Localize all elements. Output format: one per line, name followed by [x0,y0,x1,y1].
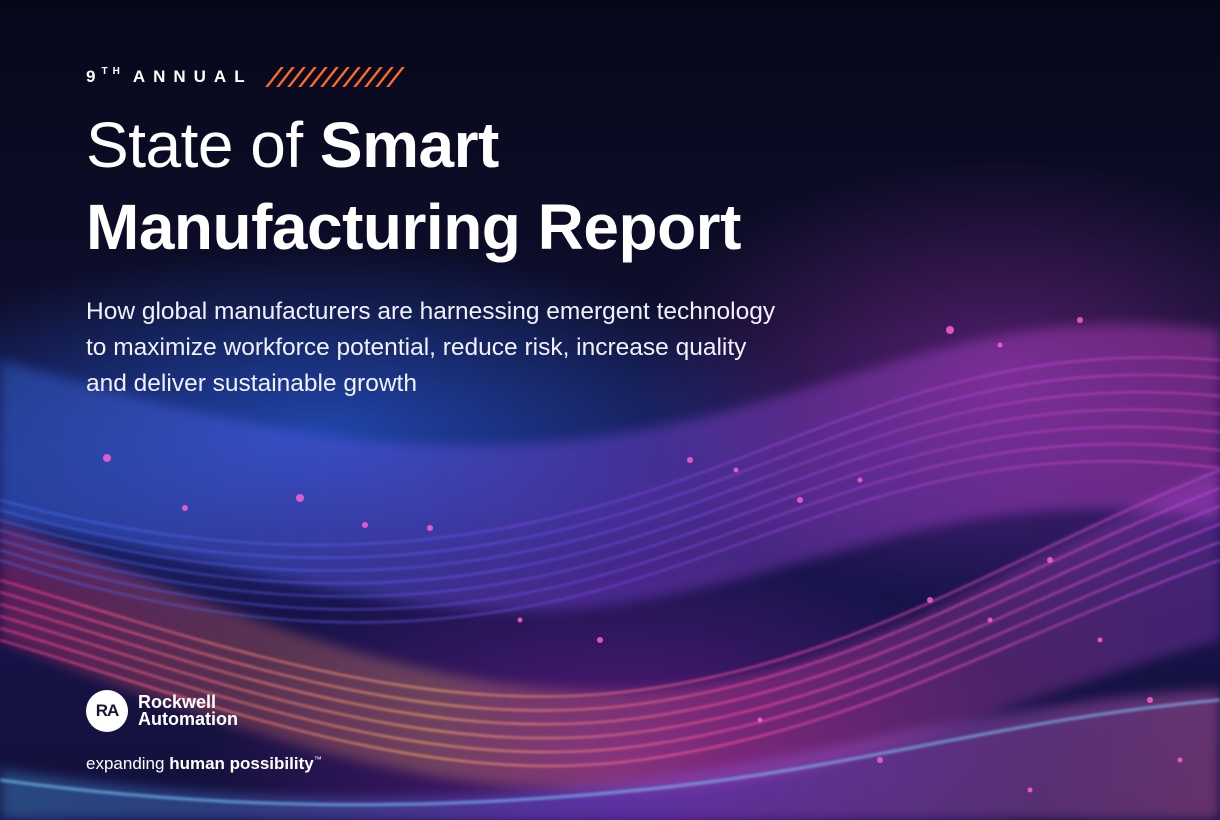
edition-label: ANNUAL [132,67,253,86]
edition-number: 9 [86,67,102,86]
tagline-light: expanding [86,754,170,773]
ra-logo-icon: RA [86,690,128,732]
company-name: Rockwell Automation [138,692,238,729]
brand-tagline: expanding human possibility™ [86,754,322,774]
report-subtitle: How global manufacturers are harnessing … [86,298,776,397]
title-light-part: State of [86,109,320,181]
tagline-bold: human possibility [169,754,314,773]
brand-block: RA Rockwell Automation expanding human p… [86,690,322,774]
edition-eyebrow: 9 TH ANNUAL [86,60,806,94]
cover-text-block: 9 TH ANNUAL State of Smart Manufacturing… [86,60,806,402]
report-title: State of Smart Manufacturing Report [86,104,806,268]
title-second-line: Manufacturing Report [86,191,741,263]
edition-ordinal-suffix: TH [101,65,125,77]
slash-accent-icon [264,67,405,87]
company-logo: RA Rockwell Automation [86,690,322,732]
trademark-mark: ™ [313,755,322,764]
title-bold-part: Smart [319,109,499,181]
